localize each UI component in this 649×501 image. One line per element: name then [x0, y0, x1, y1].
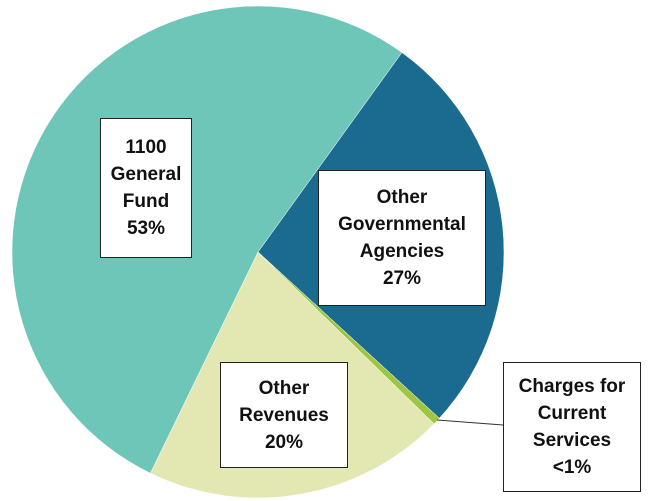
leader-line	[436, 419, 504, 426]
slice-label: Other Governmental Agencies 27%	[318, 170, 486, 306]
category-label: Other Revenues	[239, 377, 329, 426]
value-label: <1%	[552, 457, 592, 478]
category-label: Charges for Current Services	[518, 376, 626, 451]
value-label: 20%	[264, 431, 304, 453]
category-label: Other Governmental Agencies	[338, 187, 466, 262]
slice-label: Other Revenues 20%	[220, 362, 348, 468]
value-label: 27%	[382, 268, 422, 289]
slice-label: 1100 General Fund 53%	[100, 118, 192, 258]
value-label: 53%	[126, 218, 166, 239]
slice-label: Charges for Current Services <1%	[503, 362, 641, 492]
category-label: 1100 General Fund	[110, 137, 182, 212]
